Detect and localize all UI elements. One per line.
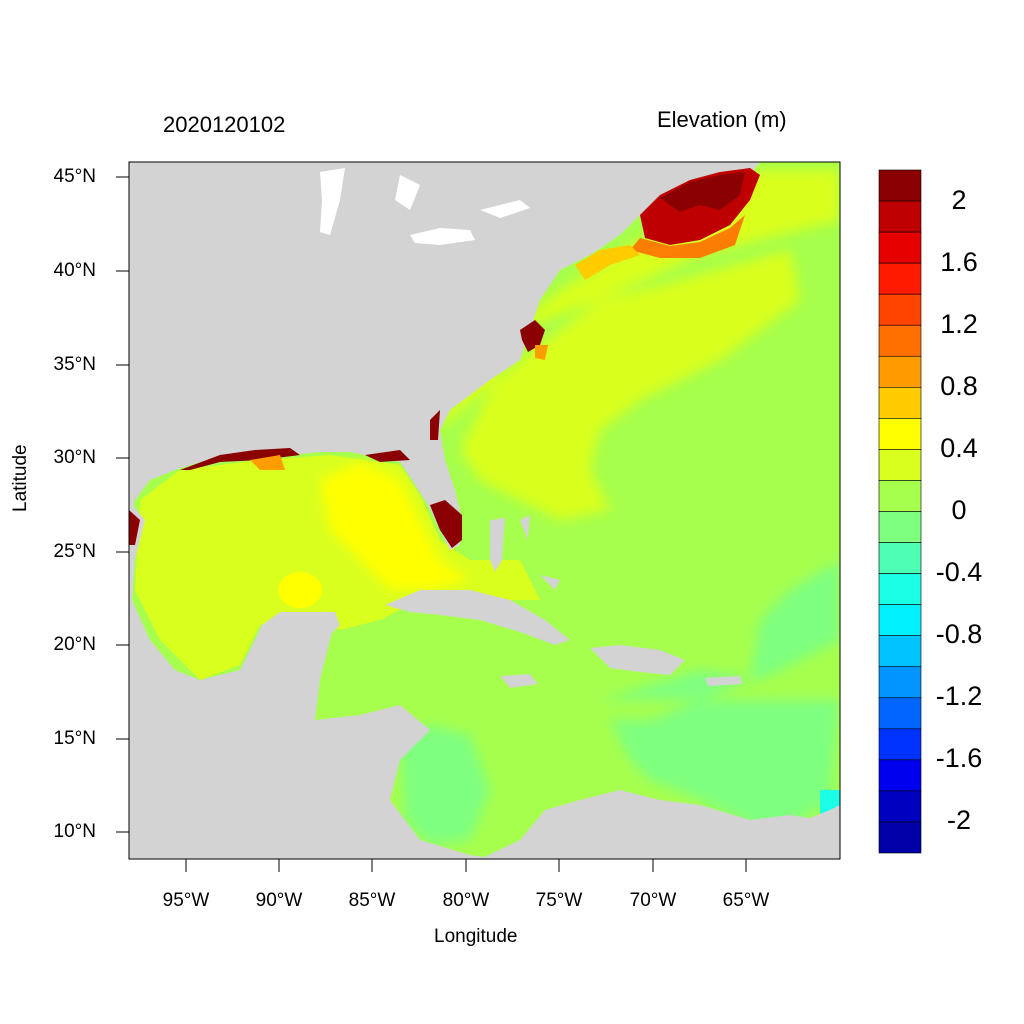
- colorbar-swatch: [878, 355, 922, 388]
- yucatan-land: [240, 612, 340, 700]
- puerto-rico-land: [705, 676, 742, 686]
- variable-title: Elevation (m): [657, 107, 787, 132]
- colorbar-swatch: [878, 449, 922, 481]
- colorbar-swatch: [878, 759, 922, 792]
- colorbar-swatch: [878, 573, 922, 605]
- colorbar-swatch: [878, 728, 922, 761]
- y-tick-label: 35°N: [53, 354, 96, 375]
- y-tick-label: 45°N: [53, 166, 96, 187]
- y-tick-label: 10°N: [53, 821, 96, 842]
- colorbar-swatch: [878, 604, 922, 636]
- x-tick-label: 70°W: [629, 890, 677, 911]
- bahamas-land: [490, 515, 560, 590]
- plot-frame: [128, 161, 841, 860]
- surge-carolina: [430, 320, 545, 440]
- x-tick-label: 75°W: [535, 890, 583, 911]
- colorbar-swatch: [878, 666, 922, 699]
- surge-florida: [430, 500, 462, 548]
- south-america-land: [480, 790, 840, 859]
- cuba-land: [385, 590, 570, 645]
- x-axis-label: Longitude: [434, 926, 518, 947]
- gulf-positive-patch: [320, 462, 470, 590]
- y-tick-label: 25°N: [53, 541, 96, 562]
- colorbar-swatch: [878, 821, 922, 854]
- y-tick-label: 40°N: [53, 260, 96, 281]
- colorbar-label: 1.2: [940, 309, 978, 339]
- surge-maine-core: [660, 172, 745, 212]
- x-tick-label: 85°W: [348, 890, 396, 911]
- colorbar-swatch: [878, 790, 922, 823]
- colorbar-swatch: [878, 511, 922, 543]
- x-tick-label: 80°W: [442, 890, 490, 911]
- colorbar-swatch: [878, 387, 922, 419]
- y-tick-label: 20°N: [53, 634, 96, 655]
- colorbar-swatch: [878, 324, 922, 357]
- colorbar-label: -1.2: [935, 681, 983, 711]
- gulf-yellow-spot: [278, 572, 322, 608]
- colorbar-swatch: [878, 542, 922, 574]
- colorbar-swatch: [878, 169, 922, 202]
- colorbar-swatch: [878, 262, 922, 295]
- y-axis-ticks: [116, 176, 129, 833]
- colorbar-swatch: [878, 635, 922, 668]
- surge-carolina-orange: [535, 345, 548, 360]
- colorbar-label: -0.8: [935, 619, 983, 649]
- western-caribbean-patch: [400, 725, 490, 845]
- colorbar-swatch: [878, 480, 922, 512]
- map-body: [129, 162, 840, 859]
- hispaniola-land: [590, 645, 685, 675]
- x-tick-label: 95°W: [162, 890, 210, 911]
- mexico-land: [129, 500, 500, 859]
- colorbar-label: -2: [946, 805, 971, 835]
- colorbar-swatch: [878, 293, 922, 326]
- surge-gulf-coast: [129, 448, 410, 545]
- colorbar-label: -0.4: [935, 557, 983, 587]
- great-lakes: [320, 168, 530, 245]
- x-tick-label: 65°W: [722, 890, 770, 911]
- x-axis-ticks: [185, 859, 747, 872]
- colorbar-swatch: [878, 697, 922, 730]
- colorbar-swatch: [878, 418, 922, 450]
- colorbar-label: 2: [951, 185, 967, 215]
- colorbar-label: 1.6: [940, 247, 978, 277]
- y-tick-label: 15°N: [53, 728, 96, 749]
- colorbar: [878, 169, 922, 854]
- colorbar-label: 0: [951, 495, 967, 525]
- colorbar-label: 0.8: [940, 371, 978, 401]
- x-tick-label: 90°W: [255, 890, 303, 911]
- atlantic-positive-zone: [440, 170, 840, 520]
- colorbar-swatch: [878, 200, 922, 233]
- colorbar-label: -1.6: [935, 743, 983, 773]
- surge-gulf-orange: [250, 455, 285, 470]
- surge-ne-coast: [575, 245, 640, 280]
- colorbar-label: 0.4: [940, 433, 978, 463]
- y-tick-label: 30°N: [53, 447, 96, 468]
- jamaica-land: [500, 674, 538, 688]
- date-title: 2020120102: [163, 112, 286, 137]
- surge-maine-halo: [630, 215, 745, 258]
- caribbean-negative-zone: [600, 560, 840, 830]
- colorbar-swatch: [878, 231, 922, 264]
- gulf-of-mexico: [135, 455, 540, 680]
